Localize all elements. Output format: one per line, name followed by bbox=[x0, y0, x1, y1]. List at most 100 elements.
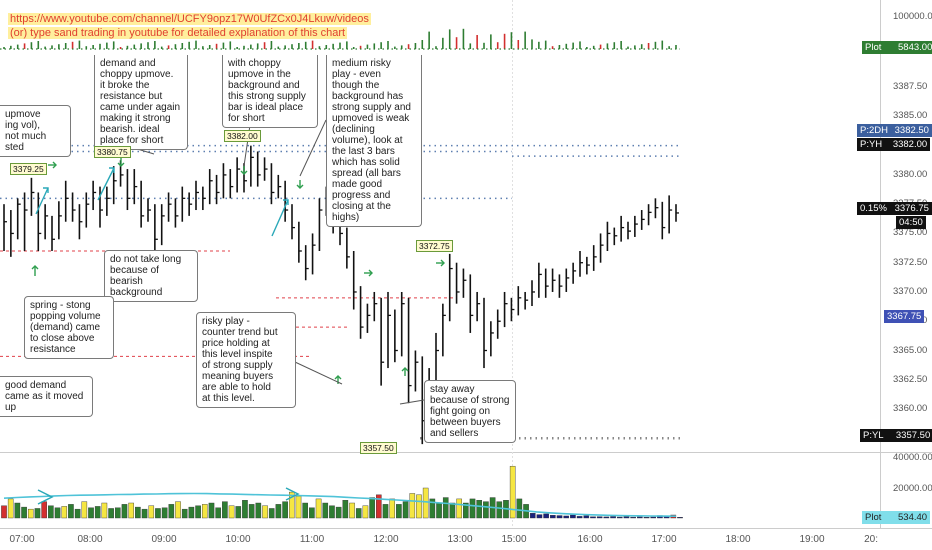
volume-bar bbox=[101, 502, 108, 519]
volume-bar bbox=[114, 507, 121, 519]
volume-bar bbox=[302, 502, 308, 519]
right-arrow bbox=[52, 161, 57, 169]
volume-bar bbox=[463, 502, 469, 519]
pyl-badge: P:YL 3357.50 bbox=[860, 429, 932, 442]
last-price-badge: 0.15% 3376.75 bbox=[857, 202, 932, 215]
time-tick-label: 08:00 bbox=[77, 534, 103, 545]
volume-bar bbox=[583, 515, 590, 519]
volume-bar bbox=[181, 508, 188, 519]
volume-bar bbox=[677, 517, 683, 519]
volume-bar bbox=[550, 515, 556, 519]
search-hint: (or) type sand trading in youtube for de… bbox=[8, 27, 348, 39]
volume-bar bbox=[556, 515, 563, 519]
volume-bar bbox=[222, 501, 228, 519]
price-tick-label: 3375.00 bbox=[893, 227, 928, 239]
volume-bar bbox=[449, 502, 456, 519]
volume-bar bbox=[335, 506, 342, 519]
volume-bar bbox=[596, 516, 603, 519]
volume-bar bbox=[349, 502, 355, 519]
volume-bar bbox=[7, 498, 14, 519]
time-tick-label: 09:00 bbox=[151, 534, 177, 545]
volume-bar bbox=[309, 507, 315, 519]
note-strong-supply: with choppy upmove in the background and… bbox=[222, 55, 318, 128]
time-tick-label: 19:00 bbox=[799, 534, 825, 545]
price-tick-label: 3372.50 bbox=[893, 256, 928, 268]
price-tick-label: 3365.00 bbox=[893, 344, 928, 356]
volume-bar bbox=[456, 498, 462, 519]
time-tick-label: 15:00 bbox=[501, 534, 527, 545]
plot-badge-label: Plot bbox=[865, 42, 882, 53]
vol-axis-label: 40000.00 bbox=[893, 452, 932, 463]
note-good-demand: good demand came as it moved up bbox=[0, 376, 93, 417]
price-tick-label: 3380.00 bbox=[893, 168, 928, 180]
time-tick-label: 12:00 bbox=[373, 534, 399, 545]
time-tick-label: 11:00 bbox=[299, 534, 325, 545]
volume-bar bbox=[416, 494, 422, 519]
volume-bar bbox=[402, 501, 409, 519]
volume-bar bbox=[81, 501, 88, 519]
trend-arrow bbox=[97, 167, 115, 201]
volume-bar bbox=[409, 493, 416, 519]
volume-bar bbox=[135, 506, 141, 519]
note-pointer bbox=[299, 119, 327, 177]
volume-bar bbox=[376, 494, 382, 519]
volume-bar bbox=[483, 501, 489, 519]
price-tag: 3372.75 bbox=[416, 240, 453, 252]
volume-bar bbox=[27, 508, 34, 519]
volume-bar bbox=[275, 504, 282, 519]
p2dh-badge: P:2DH 3382.50 bbox=[857, 124, 932, 137]
volume-bar bbox=[41, 501, 47, 519]
time-tick-label: 20: bbox=[864, 534, 878, 545]
price-tag: 3357.50 bbox=[360, 442, 397, 454]
volume-bar bbox=[322, 502, 329, 519]
volume-bar bbox=[235, 506, 242, 519]
down-arrow bbox=[117, 162, 125, 167]
price-tick-label: 3385.00 bbox=[893, 110, 928, 122]
youtube-link[interactable]: https://www.youtube.com/channel/UCFY9opz… bbox=[8, 13, 371, 25]
pct-change: 0.15% bbox=[860, 203, 887, 214]
volume-bar bbox=[396, 504, 402, 519]
price-tag: 3379.25 bbox=[10, 163, 47, 175]
volume-arrow bbox=[285, 487, 300, 501]
volume-bar bbox=[536, 514, 543, 519]
volume-bar bbox=[509, 465, 516, 519]
volume-bar bbox=[603, 516, 610, 519]
volume-bar bbox=[570, 514, 576, 519]
note-medium-risky: medium risky play - even though the back… bbox=[326, 55, 422, 227]
time-tick-label: 17:00 bbox=[651, 534, 677, 545]
volume-bar bbox=[121, 504, 128, 519]
volume-bar bbox=[201, 504, 208, 519]
plot-vol-value: 534.40 bbox=[898, 512, 928, 523]
volume-bar bbox=[476, 500, 483, 519]
volume-bar bbox=[637, 516, 643, 519]
volume-bar bbox=[429, 498, 436, 519]
price-tick-label: 3360.00 bbox=[893, 403, 928, 415]
volume-bar bbox=[590, 516, 596, 519]
volume-bar bbox=[289, 491, 295, 519]
volume-bar bbox=[14, 502, 21, 519]
volume-bar bbox=[34, 508, 41, 519]
volume-bar bbox=[242, 500, 248, 519]
plot-vol-label: Plot bbox=[865, 512, 882, 523]
countdown-badge: 04:50 bbox=[896, 216, 926, 229]
note-pointer bbox=[399, 399, 425, 405]
volume-bar bbox=[195, 505, 201, 519]
volume-bar bbox=[228, 505, 235, 519]
pyh-value: 3382.00 bbox=[892, 139, 928, 150]
volume-bar bbox=[355, 508, 362, 519]
last-price: 3376.75 bbox=[894, 203, 929, 214]
volume-bar bbox=[295, 495, 302, 519]
volume-bar bbox=[248, 504, 255, 519]
time-tick-label: 07:00 bbox=[9, 534, 35, 545]
volume-bar bbox=[74, 508, 81, 519]
volume-bar bbox=[128, 502, 134, 519]
volume-bar bbox=[543, 513, 549, 519]
price-tag: 3380.75 bbox=[94, 146, 131, 158]
volume-bar bbox=[148, 505, 155, 519]
price-tick-label: 3362.50 bbox=[893, 373, 928, 385]
volume-bar bbox=[329, 505, 335, 519]
volume-bar bbox=[422, 487, 429, 519]
volume-bar bbox=[54, 507, 61, 519]
volume-bar bbox=[516, 498, 523, 519]
